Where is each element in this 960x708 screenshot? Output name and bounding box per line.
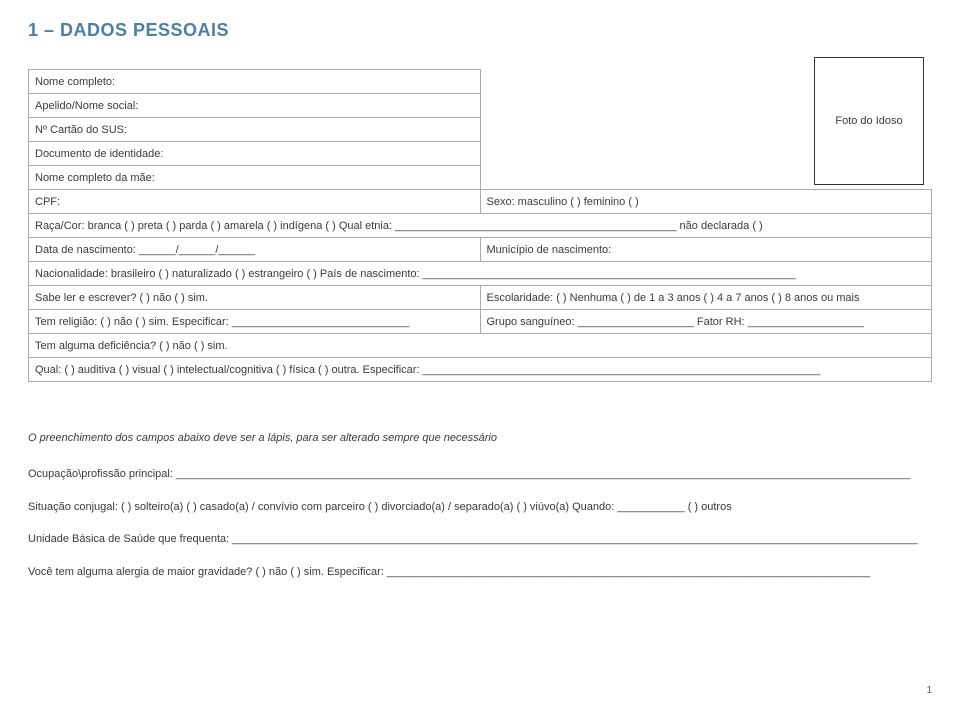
photo-placeholder: Foto do Idoso [814,57,924,185]
field-data-nascimento[interactable]: Data de nascimento: ______/______/______ [29,238,481,262]
field-religiao[interactable]: Tem religião: ( ) não ( ) sim. Especific… [29,310,481,334]
field-alergia[interactable]: Você tem alguma alergia de maior gravida… [28,564,932,581]
field-situacao-conjugal[interactable]: Situação conjugal: ( ) solteiro(a) ( ) c… [28,499,932,516]
pencil-note: O preenchimento dos campos abaixo deve s… [28,432,932,444]
field-ubs[interactable]: Unidade Básica de Saúde que frequenta: _… [28,531,932,548]
field-ler-escrever[interactable]: Sabe ler e escrever? ( ) não ( ) sim. [29,286,481,310]
photo-label: Foto do Idoso [835,115,902,127]
field-municipio-nascimento[interactable]: Município de nascimento: [480,238,932,262]
field-deficiencia[interactable]: Tem alguma deficiência? ( ) não ( ) sim. [29,334,932,358]
field-sus[interactable]: Nº Cartão do SUS: [29,118,481,142]
field-raca[interactable]: Raça/Cor: branca ( ) preta ( ) parda ( )… [29,214,932,238]
field-ocupacao[interactable]: Ocupação\profissão principal: __________… [28,466,932,483]
field-nome-mae[interactable]: Nome completo da mãe: [29,166,481,190]
form-top-area: Foto do Idoso Nome completo: Apelido/Nom… [28,69,932,382]
section-title: 1 – DADOS PESSOAIS [28,20,932,41]
field-cpf[interactable]: CPF: [29,190,481,214]
field-escolaridade[interactable]: Escolaridade: ( ) Nenhuma ( ) de 1 a 3 a… [480,286,932,310]
field-nome-completo[interactable]: Nome completo: [29,70,481,94]
field-qual-deficiencia[interactable]: Qual: ( ) auditiva ( ) visual ( ) intele… [29,358,932,382]
personal-data-table: Nome completo: Apelido/Nome social: Nº C… [28,69,932,382]
field-grupo-sanguineo[interactable]: Grupo sanguíneo: ___________________ Fat… [480,310,932,334]
field-apelido[interactable]: Apelido/Nome social: [29,94,481,118]
field-nacionalidade[interactable]: Nacionalidade: brasileiro ( ) naturaliza… [29,262,932,286]
field-sexo[interactable]: Sexo: masculino ( ) feminino ( ) [480,190,932,214]
page-number: 1 [926,685,932,696]
pencil-section: O preenchimento dos campos abaixo deve s… [28,432,932,580]
field-doc-identidade[interactable]: Documento de identidade: [29,142,481,166]
